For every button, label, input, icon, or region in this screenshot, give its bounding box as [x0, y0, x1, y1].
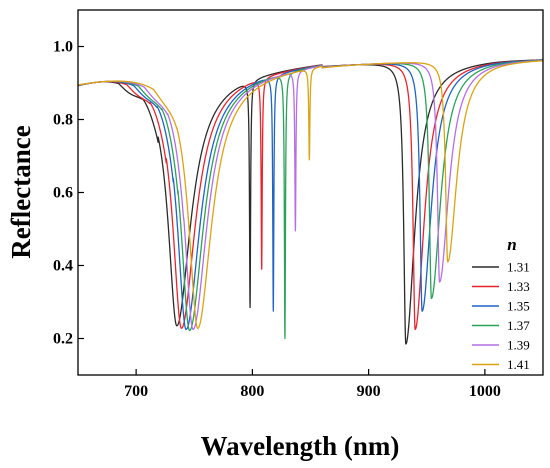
x-tick-label: 700 [124, 383, 148, 400]
y-axis: 0.2 0.4 0.6 0.8 1.0 [53, 39, 84, 348]
y-tick-label: 0.4 [53, 258, 73, 275]
y-tick-label: 0.6 [53, 185, 73, 202]
x-axis: 700 800 900 1000 [124, 369, 501, 400]
legend-title: n [507, 235, 516, 254]
legend-label-1.33: 1.33 [507, 279, 530, 294]
y-tick-label: 0.2 [53, 331, 73, 348]
legend-label-1.31: 1.31 [507, 260, 530, 275]
x-tick-label: 1000 [469, 383, 501, 400]
legend: n 1.31 1.33 1.35 1.37 1.39 1.41 [472, 235, 530, 372]
legend-label-1.41: 1.41 [507, 357, 530, 372]
y-axis-title: Reflectance [6, 125, 36, 258]
y-tick-label: 1.0 [53, 39, 73, 56]
x-tick-label: 800 [240, 383, 264, 400]
series-line-1.41 [78, 60, 543, 329]
series-line-1.39 [78, 59, 543, 331]
series-layer [78, 59, 543, 345]
legend-label-1.35: 1.35 [507, 299, 530, 314]
x-axis-title: Wavelength (nm) [201, 431, 400, 461]
y-tick-label: 0.8 [53, 112, 73, 129]
plot-frame [77, 9, 544, 376]
legend-label-1.37: 1.37 [507, 318, 530, 333]
legend-label-1.39: 1.39 [507, 338, 530, 353]
x-tick-label: 900 [357, 383, 381, 400]
